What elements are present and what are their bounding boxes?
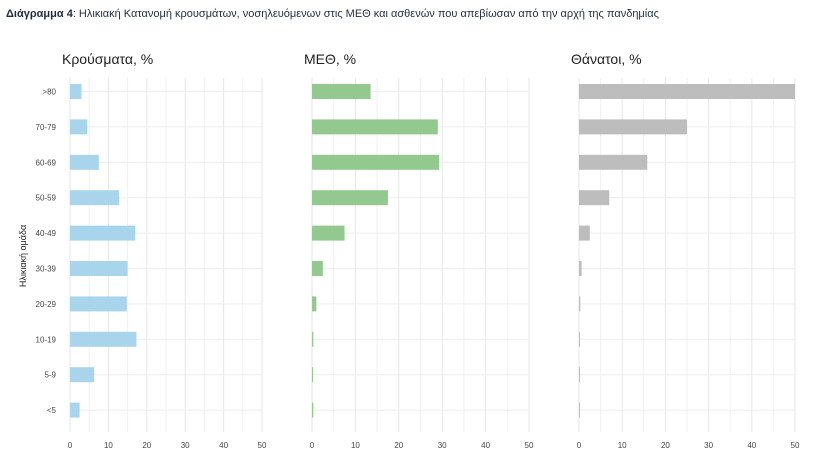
bar-panel-1-30-39 — [70, 261, 128, 276]
chart-caption: Διάγραμμα 4: Ηλικιακή Κατανομή κρουσμάτω… — [6, 8, 659, 20]
category-label: 70-79 — [36, 123, 57, 132]
category-label: 30-39 — [36, 265, 57, 274]
bar-panel-2-30-39 — [312, 261, 323, 276]
x-tick-label-panel-2: 0 — [310, 441, 315, 450]
bar-panel-1-70-79 — [70, 119, 88, 135]
category-label: 60-69 — [36, 158, 57, 167]
bar-panel-2-70-79 — [312, 119, 438, 135]
bar-panel-3-70-79 — [579, 119, 687, 135]
category-label: <5 — [47, 406, 57, 415]
bar-panel-1-<5 — [70, 402, 80, 418]
bar-panel-3-10-19 — [579, 331, 580, 347]
x-tick-label-panel-2: 20 — [394, 441, 403, 450]
x-tick-label-panel-3: 20 — [661, 441, 670, 450]
bar-panel-3->80 — [579, 84, 795, 99]
x-tick-label-panel-1: 10 — [104, 441, 113, 450]
panel-title-2: ΜΕΘ, % — [304, 51, 356, 67]
bar-panel-2-40-49 — [312, 225, 345, 241]
category-label: 20-29 — [36, 300, 57, 309]
bar-panel-3-20-29 — [579, 296, 581, 312]
bar-panel-3-50-59 — [579, 190, 610, 206]
bar-panel-1-5-9 — [70, 367, 95, 383]
x-tick-label-panel-2: 40 — [481, 441, 490, 450]
category-label: >80 — [42, 88, 56, 97]
panel-title-3: Θάνατοι, % — [571, 51, 642, 67]
bar-panel-2-50-59 — [312, 190, 388, 206]
bar-panel-3-60-69 — [579, 154, 648, 170]
x-tick-label-panel-3: 30 — [704, 441, 713, 450]
x-tick-label-panel-2: 50 — [525, 441, 534, 450]
x-tick-label-panel-1: 50 — [258, 441, 267, 450]
x-tick-label-panel-3: 40 — [747, 441, 756, 450]
x-tick-label-panel-1: 20 — [142, 441, 151, 450]
bar-panel-3-<5 — [579, 402, 580, 418]
bar-panel-1-40-49 — [70, 225, 136, 241]
x-tick-label-panel-1: 40 — [219, 441, 228, 450]
bar-panel-3-30-39 — [579, 261, 582, 276]
bar-panel-2-20-29 — [312, 296, 317, 312]
x-tick-label-panel-3: 10 — [618, 441, 627, 450]
x-tick-label-panel-2: 10 — [351, 441, 360, 450]
bar-panel-2-60-69 — [312, 154, 440, 170]
category-label: 40-49 — [36, 229, 57, 238]
y-axis-title: Ηλικιακή ομάδα — [18, 225, 28, 287]
bar-panel-2-10-19 — [312, 331, 314, 347]
category-label: 50-59 — [36, 194, 57, 203]
x-tick-label-panel-3: 50 — [791, 441, 800, 450]
bar-panel-2-<5 — [312, 402, 314, 418]
bar-panel-3-40-49 — [579, 225, 590, 241]
caption-prefix: Διάγραμμα 4 — [6, 8, 73, 20]
bar-panel-2-5-9 — [312, 367, 313, 383]
x-tick-label-panel-1: 0 — [68, 441, 73, 450]
bar-panel-1-50-59 — [70, 190, 120, 206]
bar-panel-2->80 — [312, 84, 371, 99]
x-tick-label-panel-1: 30 — [181, 441, 190, 450]
bar-panel-1->80 — [70, 84, 82, 99]
bar-panel-1-60-69 — [70, 154, 99, 170]
panel-title-1: Κρούσματα, % — [62, 51, 153, 67]
x-tick-label-panel-2: 30 — [438, 441, 447, 450]
bar-panel-1-10-19 — [70, 331, 137, 347]
category-label: 10-19 — [36, 335, 57, 344]
x-tick-label-panel-3: 0 — [577, 441, 582, 450]
bar-panel-3-5-9 — [579, 367, 580, 383]
category-label: 5-9 — [44, 371, 56, 380]
bar-panel-1-20-29 — [70, 296, 127, 312]
caption-text: : Ηλικιακή Κατανομή κρουσμάτων, νοσηλευό… — [72, 8, 659, 20]
